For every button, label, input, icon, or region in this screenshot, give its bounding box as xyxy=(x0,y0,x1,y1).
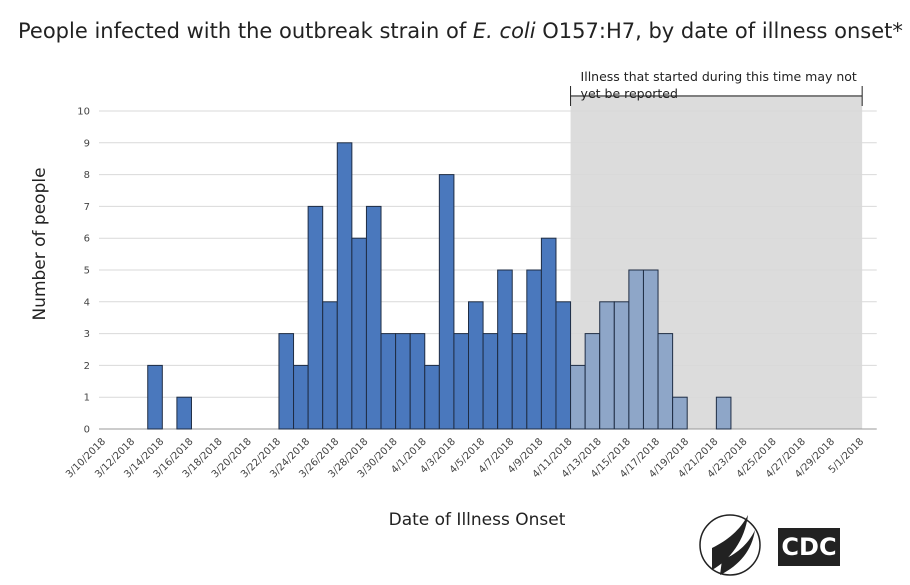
hhs-logo xyxy=(699,514,761,576)
y-tick-label: 7 xyxy=(84,202,90,213)
y-tick-label: 8 xyxy=(84,170,90,181)
y-tick-label: 2 xyxy=(84,361,90,372)
bar xyxy=(351,237,367,430)
bar xyxy=(570,364,586,430)
bar xyxy=(540,237,557,430)
bar xyxy=(176,396,192,430)
bar xyxy=(322,301,338,430)
bar xyxy=(307,205,324,430)
cdc-logo: CDC xyxy=(778,528,840,566)
bar xyxy=(584,333,601,430)
y-tick-label: 6 xyxy=(84,234,90,245)
bar xyxy=(672,396,688,430)
y-tick-label: 10 xyxy=(77,107,90,118)
y-tick-label: 4 xyxy=(84,297,90,308)
bar xyxy=(497,269,513,430)
y-axis-label: Number of people xyxy=(30,167,50,320)
bar xyxy=(365,205,382,430)
bar xyxy=(468,301,484,430)
bar xyxy=(526,269,542,430)
y-tick-label: 1 xyxy=(84,393,90,404)
y-tick-label: 9 xyxy=(84,138,90,149)
bar xyxy=(395,333,411,430)
bar xyxy=(409,333,426,430)
bar xyxy=(599,301,615,430)
bar xyxy=(715,396,732,430)
title-part: O157:H7, by date of illness onset* xyxy=(536,19,903,43)
bar xyxy=(438,174,455,430)
x-axis-label: Date of Illness Onset xyxy=(389,510,566,530)
cdc-logo-text: CDC xyxy=(781,533,836,561)
title-part: E. coli xyxy=(473,19,536,43)
bar xyxy=(278,333,295,430)
bar xyxy=(511,333,528,430)
bar xyxy=(147,364,163,430)
bar xyxy=(613,301,630,430)
y-tick-label: 3 xyxy=(84,329,90,340)
bar xyxy=(642,269,659,430)
annotation: yet be reported xyxy=(581,86,678,101)
bar xyxy=(657,333,674,430)
bar xyxy=(424,364,440,430)
bar xyxy=(293,364,309,430)
chart-title: People infected with the outbreak strain… xyxy=(18,19,903,43)
bar xyxy=(555,301,572,430)
bar xyxy=(453,333,470,430)
annotation: Illness that started during this time ma… xyxy=(581,69,857,84)
bar xyxy=(482,333,499,430)
title-part: People infected with the outbreak strain… xyxy=(18,19,473,43)
bar xyxy=(628,269,644,430)
bar xyxy=(336,142,353,430)
bar xyxy=(380,333,397,430)
y-tick-label: 5 xyxy=(84,266,90,277)
y-tick-label: 0 xyxy=(84,425,90,436)
